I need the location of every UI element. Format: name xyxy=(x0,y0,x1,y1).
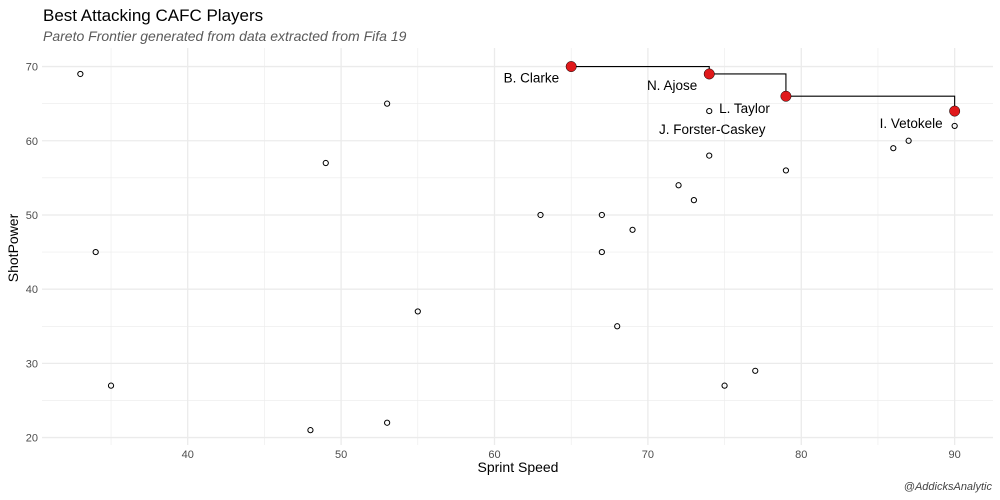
scatter-point xyxy=(598,211,605,219)
scatter-point xyxy=(905,137,912,144)
x-tick-label: 60 xyxy=(488,449,500,461)
scatter-point xyxy=(77,70,84,78)
scatter-point xyxy=(614,323,621,330)
y-tick-label: 70 xyxy=(26,62,38,74)
y-tick-label: 50 xyxy=(26,210,38,222)
scatter-point xyxy=(537,211,544,219)
y-tick-label: 30 xyxy=(26,358,38,370)
scatter-point xyxy=(782,167,790,174)
scatter-point xyxy=(629,226,636,233)
chart-title: Best Attacking CAFC Players xyxy=(43,6,264,25)
scatter-point xyxy=(951,122,958,130)
scatter-point xyxy=(675,182,682,189)
x-tick-label: 80 xyxy=(795,449,807,461)
y-tick-label: 20 xyxy=(26,433,38,445)
scatter-point xyxy=(598,248,605,256)
frontier-point xyxy=(949,105,961,117)
frontier-point xyxy=(565,61,577,73)
frontier-label: N. Ajose xyxy=(647,78,697,93)
frontier-step-line xyxy=(571,66,956,112)
scatter-point xyxy=(107,382,115,389)
frontier-point xyxy=(780,90,792,102)
point-labels: B. Clarke N. Ajose L. Taylor I. Vetokele J. … xyxy=(504,71,943,138)
scatter-point xyxy=(752,367,759,374)
scatter-point xyxy=(706,107,713,115)
scatter-point xyxy=(384,100,391,107)
data-points xyxy=(77,61,961,434)
frontier-point xyxy=(703,68,715,80)
annotation-label: J. Forster-Caskey xyxy=(659,122,766,137)
scatter-point xyxy=(706,152,713,159)
frontier-label: I. Vetokele xyxy=(880,116,943,131)
x-tick-label: 50 xyxy=(335,449,347,461)
scatter-point xyxy=(890,145,897,152)
x-tick-label: 90 xyxy=(949,449,961,461)
frontier-label: B. Clarke xyxy=(504,71,560,86)
grid xyxy=(42,48,993,445)
tick-labels: 40 50 60 70 80 90 20 30 40 50 60 70 xyxy=(26,62,961,461)
scatter-point xyxy=(414,308,421,315)
chart-subtitle: Pareto Frontier generated from data extr… xyxy=(43,28,407,44)
scatter-point xyxy=(307,427,314,434)
x-tick-label: 40 xyxy=(182,449,194,461)
scatter-point xyxy=(721,382,728,389)
y-axis-title: ShotPower xyxy=(5,213,21,282)
x-tick-label: 70 xyxy=(642,449,654,461)
pareto-frontier xyxy=(571,66,956,112)
scatter-point xyxy=(690,197,697,204)
scatter-point xyxy=(322,159,329,167)
chart-caption: @AddicksAnalytic xyxy=(903,481,992,493)
y-tick-label: 60 xyxy=(26,136,38,148)
scatter-point xyxy=(92,248,99,256)
x-axis-title: Sprint Speed xyxy=(478,459,559,475)
frontier-label: L. Taylor xyxy=(719,101,770,116)
y-tick-label: 40 xyxy=(26,284,38,296)
scatter-point xyxy=(384,419,391,426)
